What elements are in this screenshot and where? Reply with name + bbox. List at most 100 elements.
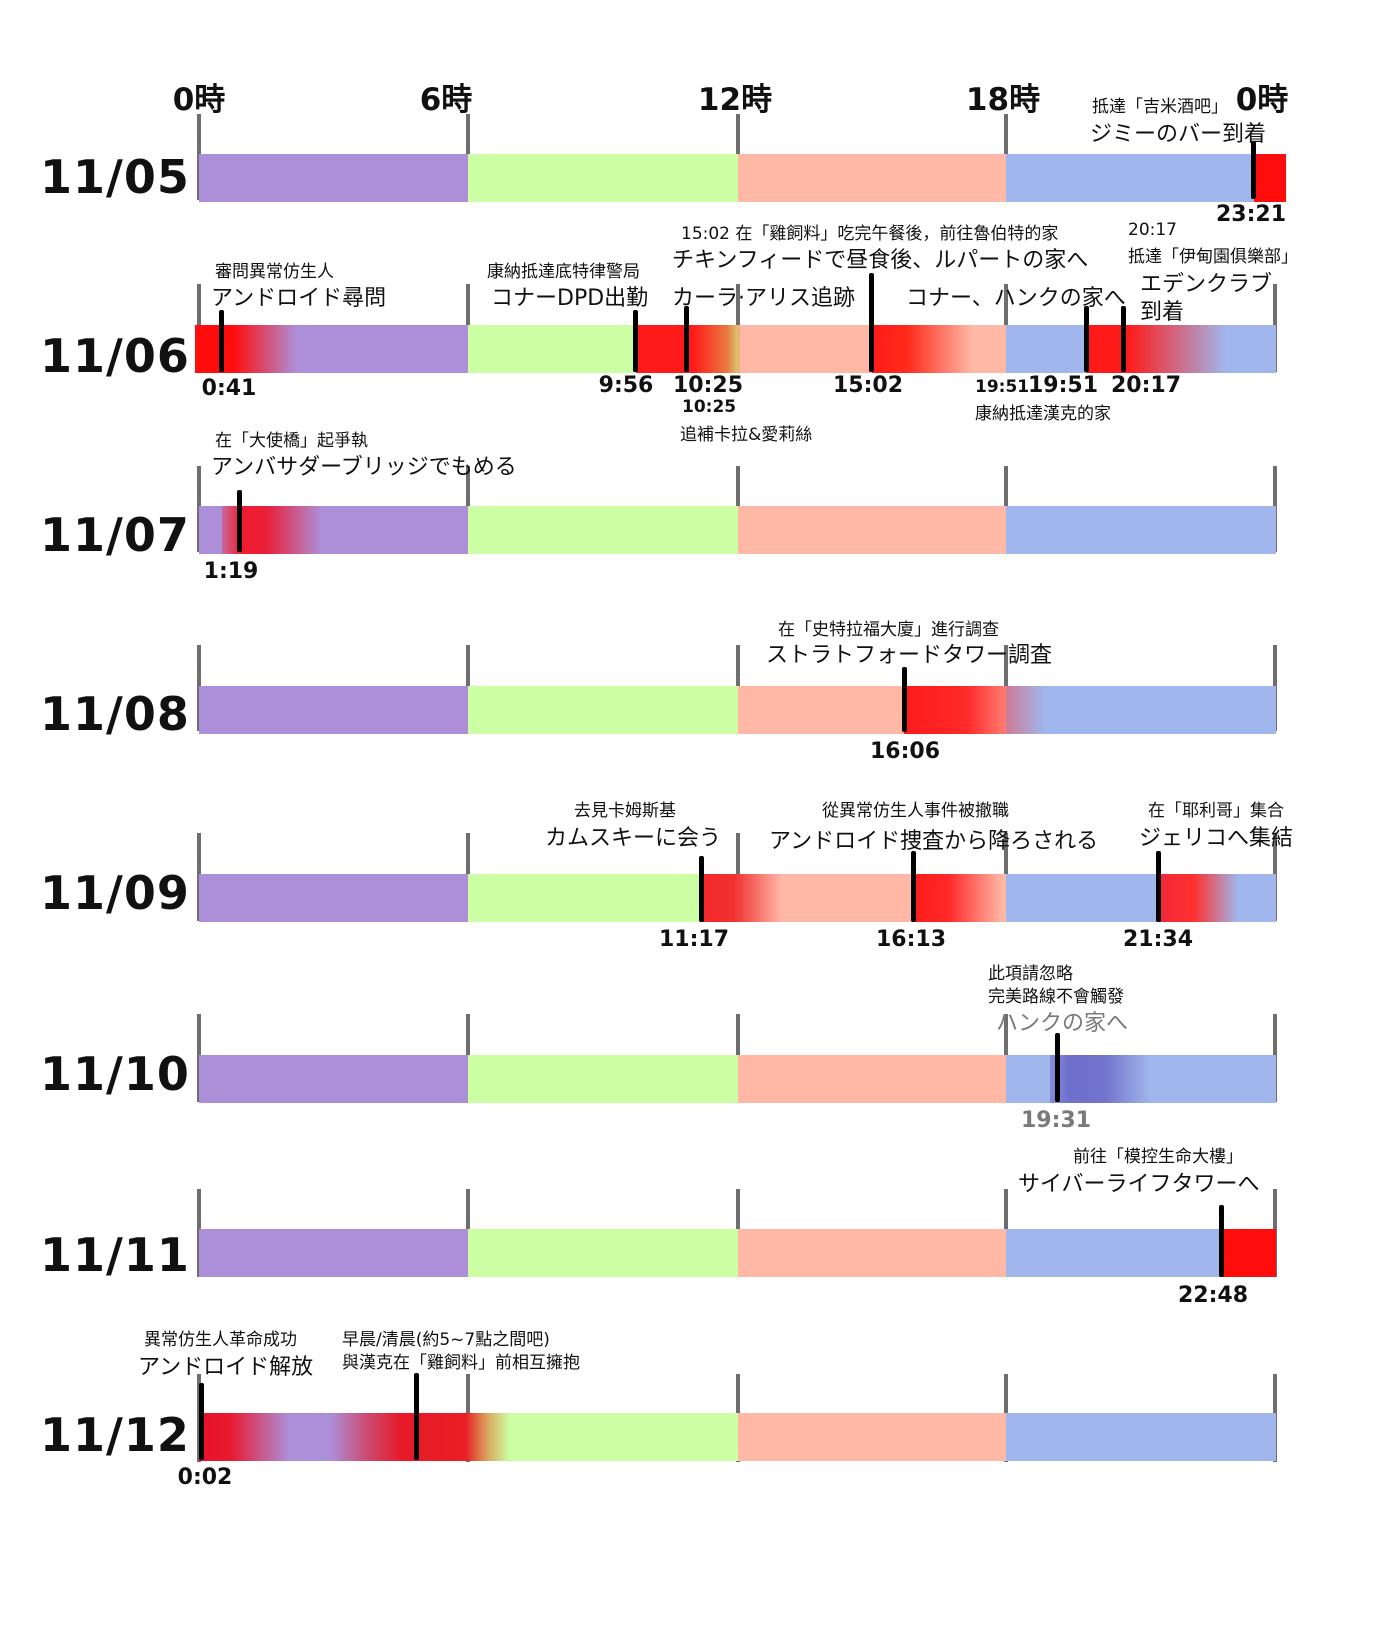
- event-description-zh: 在「史特拉福大廈」進行調查: [778, 620, 999, 640]
- hour-label-6: 6時: [419, 82, 473, 118]
- afternoon-segment: [738, 506, 1006, 554]
- event-marker: [902, 667, 907, 732]
- event-marker: [869, 273, 874, 372]
- event-description-ja: ハンクの家へ: [996, 1011, 1129, 1036]
- afternoon-segment: [738, 1413, 1006, 1461]
- event-description-zh: 康納抵達漢克的家: [975, 404, 1111, 424]
- afternoon-segment: [738, 1055, 1006, 1103]
- event-description-zh: 抵達「伊甸園俱樂部」: [1128, 247, 1298, 267]
- event-marker: [1121, 306, 1126, 372]
- date-label: 11/08: [40, 687, 190, 741]
- event-highlight: [1254, 154, 1286, 202]
- event-time: 20:17: [1110, 373, 1182, 398]
- event-highlight: [702, 874, 782, 922]
- event-description-ja: コナー、ハンクの家へ: [906, 286, 1126, 311]
- event-description-ja: エデンクラブ: [1140, 272, 1273, 297]
- date-label: 11/06: [40, 329, 190, 383]
- event-highlight: [1050, 1055, 1150, 1103]
- hour-label-24: 0時: [1235, 82, 1289, 118]
- event-time: 22:48: [1177, 1283, 1249, 1308]
- event-description-ja: アンドロイド解放: [138, 1355, 314, 1380]
- event-description-zh: 15:02 在「雞飼料」吃完午餐後，前往魯伯特的家: [681, 224, 1059, 244]
- morning-segment: [468, 1229, 738, 1277]
- event-marker: [1251, 141, 1256, 199]
- event-description-ja: アンドロイド捜査から降ろされる: [769, 829, 1099, 854]
- event-marker: [911, 851, 916, 922]
- event-time: 21:34: [1122, 927, 1194, 952]
- event-marker: [1219, 1205, 1224, 1277]
- event-description-ja: 到着: [1140, 300, 1185, 325]
- date-label: 11/07: [40, 508, 190, 562]
- event-time-small: 19:51: [975, 377, 1030, 397]
- date-label: 11/10: [40, 1047, 190, 1101]
- event-time-small: 10:25: [682, 397, 737, 417]
- date-label: 11/05: [40, 150, 190, 204]
- evening-segment: [1006, 506, 1276, 554]
- evening-segment: [1006, 1229, 1222, 1277]
- event-marker: [1084, 306, 1089, 372]
- event-time: 9:56: [598, 373, 654, 398]
- event-time: 23:21: [1215, 202, 1287, 227]
- event-description-zh: 在「耶利哥」集合: [1148, 801, 1284, 821]
- event-time: 16:06: [869, 739, 941, 764]
- hour-label-18: 18時: [965, 82, 1041, 118]
- event-time: 10:25: [672, 373, 744, 398]
- event-marker: [684, 306, 689, 372]
- event-description-zh: 審問異常仿生人: [215, 262, 334, 282]
- event-description-zh: 抵達「吉米酒吧」: [1092, 97, 1228, 117]
- date-label: 11/12: [40, 1408, 190, 1462]
- event-time: 0:41: [201, 376, 257, 401]
- event-marker: [699, 856, 704, 922]
- event-time-small: 20:17: [1128, 220, 1177, 240]
- event-marker: [633, 310, 638, 372]
- event-highlight: [913, 874, 1003, 922]
- event-description-zh: 此項請忽略: [988, 964, 1073, 984]
- morning-segment: [468, 874, 738, 922]
- event-description-ja: アンバサダーブリッジでもめる: [211, 455, 517, 480]
- night-segment: [199, 686, 468, 734]
- morning-segment: [468, 506, 738, 554]
- morning-segment: [468, 686, 738, 734]
- afternoon-segment: [738, 154, 1006, 202]
- event-description-ja: ジェリコへ集結: [1139, 826, 1294, 851]
- event-marker: [414, 1373, 419, 1460]
- event-time: 1:19: [203, 559, 259, 584]
- event-description-zh: 去見卡姆斯基: [574, 801, 676, 821]
- evening-segment: [1006, 154, 1254, 202]
- event-highlight: [199, 1413, 289, 1461]
- morning-segment: [468, 154, 738, 202]
- hour-label-0: 0時: [172, 82, 226, 118]
- event-description-zh: 從異常仿生人事件被撤職: [822, 801, 1009, 821]
- event-time: 11:17: [658, 927, 730, 952]
- morning-segment: [468, 1413, 738, 1461]
- night-segment: [199, 1055, 468, 1103]
- event-time: 16:13: [875, 927, 947, 952]
- event-description-ja: ストラトフォードタワー調査: [766, 643, 1053, 668]
- date-label: 11/11: [40, 1228, 190, 1282]
- event-description-zh: 早晨/清晨(約5~7點之間吧): [342, 1330, 550, 1350]
- night-segment: [199, 874, 468, 922]
- event-highlight: [872, 325, 972, 373]
- event-time: 0:02: [177, 1465, 233, 1490]
- event-marker: [237, 490, 242, 552]
- event-highlight: [1086, 325, 1226, 373]
- event-description-ja: サイバーライフタワーへ: [1018, 1172, 1260, 1197]
- morning-segment: [468, 1055, 738, 1103]
- event-description-zh: 完美路線不會觸發: [988, 987, 1124, 1007]
- event-description-zh: 與漢克在「雞飼料」前相互擁抱: [342, 1353, 580, 1373]
- event-description-ja: アンドロイド尋問: [211, 286, 387, 311]
- event-highlight: [330, 1413, 510, 1461]
- event-description-ja: チキンフィードで昼食後、ルパートの家へ: [672, 248, 1089, 273]
- event-highlight: [195, 325, 297, 373]
- event-description-zh: 前往「模控生命大樓」: [1073, 1147, 1243, 1167]
- event-description-zh: 康納抵達底特律警局: [487, 262, 640, 282]
- event-time: 19:51: [1027, 373, 1099, 398]
- event-description-zh: 追補卡拉&愛莉絲: [680, 425, 813, 445]
- event-highlight: [904, 686, 1044, 734]
- event-marker: [1055, 1033, 1060, 1102]
- hour-label-12: 12時: [697, 82, 773, 118]
- event-highlight: [1222, 1229, 1276, 1277]
- event-time: 15:02: [832, 373, 904, 398]
- event-description-zh: 在「大使橋」起爭執: [215, 431, 368, 451]
- event-time: 19:31: [1020, 1108, 1092, 1133]
